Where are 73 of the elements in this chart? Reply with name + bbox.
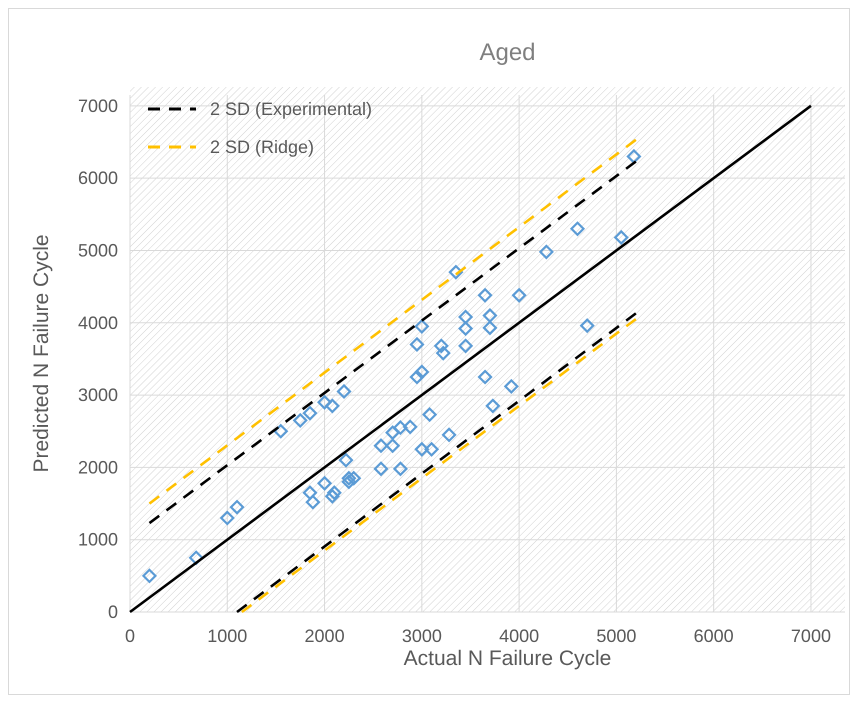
x-tick-label: 4000 bbox=[499, 626, 540, 646]
point bbox=[302, 406, 318, 420]
point bbox=[386, 438, 400, 453]
y-tick-label: 0 bbox=[108, 602, 118, 622]
y-tick-label: 3000 bbox=[78, 385, 118, 406]
point bbox=[325, 398, 340, 414]
point bbox=[436, 346, 450, 360]
x-tick-label: 2000 bbox=[304, 626, 345, 646]
point bbox=[512, 288, 526, 302]
point bbox=[448, 265, 463, 280]
point bbox=[317, 476, 332, 490]
point bbox=[220, 510, 234, 526]
x-tick-label: 6000 bbox=[694, 626, 734, 646]
point bbox=[338, 453, 354, 468]
y-tick-label: 5000 bbox=[78, 240, 118, 260]
legend-label: 2 SD (Ridge) bbox=[210, 137, 314, 157]
y-tick-label: 6000 bbox=[78, 168, 118, 188]
point bbox=[293, 413, 308, 428]
point bbox=[626, 149, 642, 164]
point bbox=[422, 408, 437, 422]
y-tick-label: 1000 bbox=[78, 530, 118, 550]
point bbox=[393, 462, 408, 476]
x-tick-label: 1000 bbox=[207, 626, 248, 646]
point bbox=[424, 442, 439, 456]
point bbox=[414, 319, 429, 334]
point bbox=[342, 471, 356, 486]
point bbox=[393, 420, 408, 435]
x-tick-label: 7000 bbox=[790, 626, 831, 646]
y-tick-label: 7000 bbox=[78, 96, 118, 116]
x-tick-label: 5000 bbox=[596, 626, 636, 646]
point bbox=[327, 486, 342, 500]
point bbox=[336, 384, 352, 399]
point bbox=[346, 471, 361, 486]
point bbox=[230, 500, 244, 514]
point bbox=[580, 318, 594, 333]
point bbox=[410, 337, 424, 352]
point bbox=[478, 370, 492, 384]
x-tick-label: 0 bbox=[124, 626, 136, 646]
legend-label: 2 SD (Experimental) bbox=[210, 99, 372, 119]
point bbox=[342, 474, 356, 489]
point bbox=[414, 364, 429, 380]
point bbox=[482, 308, 498, 323]
point bbox=[442, 428, 456, 442]
point bbox=[458, 310, 473, 324]
point bbox=[539, 244, 554, 260]
point bbox=[374, 462, 388, 476]
point bbox=[504, 379, 518, 394]
point bbox=[374, 438, 388, 453]
point bbox=[386, 426, 400, 440]
point bbox=[325, 489, 340, 504]
point bbox=[458, 338, 473, 354]
point bbox=[410, 370, 424, 384]
point bbox=[306, 494, 320, 510]
y-tick-label: 2000 bbox=[78, 457, 118, 478]
point bbox=[570, 222, 585, 236]
point bbox=[486, 398, 500, 414]
point bbox=[302, 486, 318, 500]
point bbox=[189, 550, 204, 565]
x-axis-title: Actual N Failure Cycle bbox=[404, 647, 612, 670]
x-tick-label: 3000 bbox=[402, 626, 442, 646]
y-axis-title: Predicted N Failure Cycle bbox=[30, 234, 53, 473]
point bbox=[414, 442, 429, 456]
y-tick-label: 4000 bbox=[78, 312, 118, 333]
point bbox=[434, 338, 448, 354]
point bbox=[482, 320, 498, 335]
point bbox=[403, 420, 418, 434]
point bbox=[478, 288, 492, 302]
point bbox=[274, 424, 288, 438]
point bbox=[317, 395, 332, 410]
point bbox=[142, 568, 157, 583]
chart-title: Aged bbox=[479, 39, 536, 66]
point bbox=[614, 230, 628, 245]
point bbox=[458, 321, 473, 336]
